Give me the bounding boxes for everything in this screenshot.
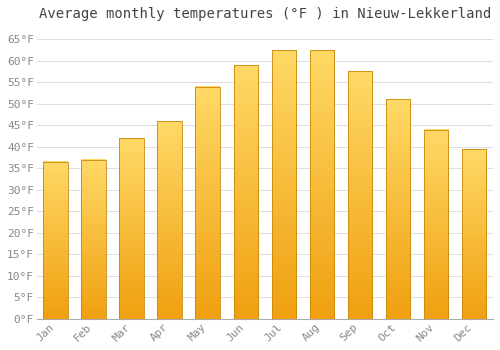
Bar	[348, 71, 372, 319]
Bar	[234, 65, 258, 319]
Bar	[44, 162, 68, 319]
Bar	[158, 121, 182, 319]
Bar	[462, 149, 486, 319]
Bar	[82, 160, 106, 319]
Bar	[272, 50, 296, 319]
Title: Average monthly temperatures (°F ) in Nieuw-Lekkerland: Average monthly temperatures (°F ) in Ni…	[39, 7, 491, 21]
Bar	[196, 86, 220, 319]
Bar	[386, 99, 410, 319]
Bar	[424, 130, 448, 319]
Bar	[120, 138, 144, 319]
Bar	[310, 50, 334, 319]
